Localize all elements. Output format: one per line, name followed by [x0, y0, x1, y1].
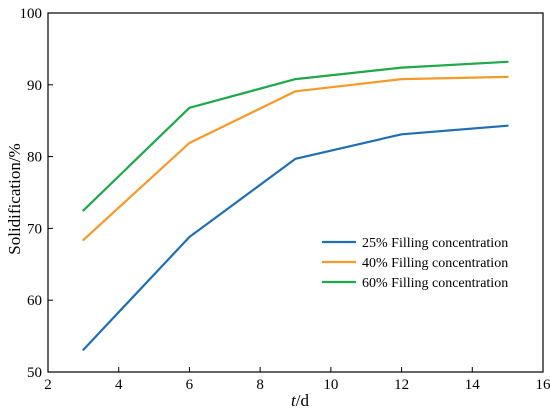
legend: 25% Filling concentration 40% Filling con… — [322, 236, 508, 291]
x-axis-title: t/d — [291, 391, 309, 410]
series-line-3 — [82, 60, 509, 212]
y-tick-label: 50 — [27, 365, 42, 381]
x-tick-label: 8 — [256, 377, 264, 393]
y-tick-label: 80 — [27, 150, 42, 166]
series-line-1 — [82, 124, 509, 351]
plot-frame — [47, 12, 544, 373]
series-line-2 — [82, 75, 509, 241]
y-tick-label: 70 — [27, 221, 42, 237]
y-tick-label: 90 — [27, 78, 42, 94]
legend-label: 60% Filling concentration — [362, 276, 508, 291]
x-tick-label: 2 — [44, 377, 52, 393]
series-layer — [82, 60, 509, 351]
x-tick-label: 10 — [323, 377, 338, 393]
x-axis-title-unit: /d — [296, 391, 310, 410]
x-tick-label: 12 — [394, 377, 409, 393]
x-tick-label: 4 — [115, 377, 123, 393]
y-tick-label: 60 — [27, 293, 42, 309]
axes-layer: 2 4 6 8 10 12 14 16 50 60 70 80 90 100 — [20, 6, 550, 393]
legend-label: 25% Filling concentration — [362, 236, 508, 251]
x-tick-label: 6 — [186, 377, 194, 393]
x-tick-label: 14 — [465, 377, 481, 393]
legend-label: 40% Filling concentration — [362, 256, 508, 271]
y-tick-label: 100 — [20, 6, 43, 22]
y-axis-title: Solidification/% — [5, 143, 24, 254]
x-tick-label: 16 — [536, 377, 550, 393]
x-axis-title-variable: t — [291, 391, 297, 410]
